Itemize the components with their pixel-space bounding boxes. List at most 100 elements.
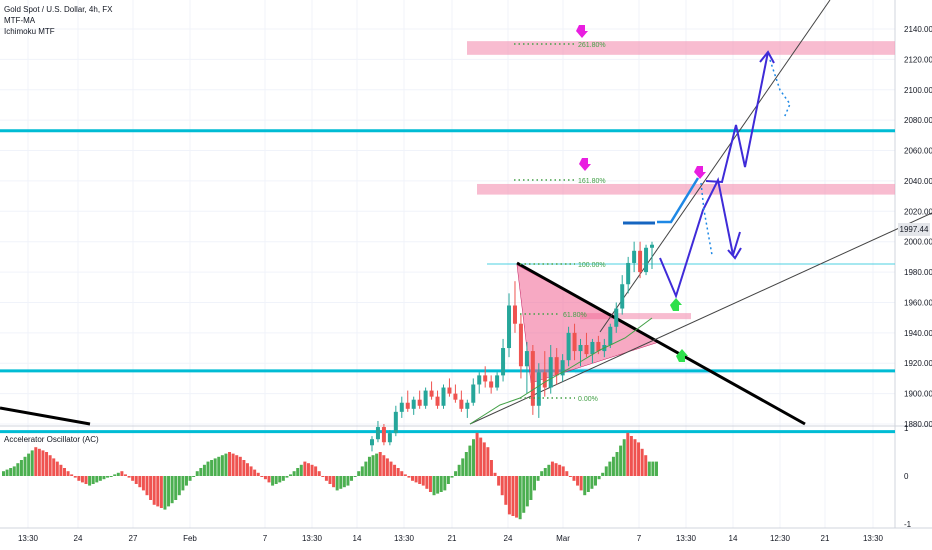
oscillator-bar <box>245 463 249 476</box>
oscillator-bar <box>594 476 597 486</box>
oscillator-bar <box>525 476 529 507</box>
candle-body <box>423 390 428 406</box>
candle-body <box>572 332 577 352</box>
fib-label: 0.00% <box>578 396 598 403</box>
candle-body <box>459 399 464 409</box>
oscillator-bar <box>184 476 188 486</box>
oscillator-scale-label: 1 <box>904 424 909 433</box>
oscillator-bar <box>619 445 623 476</box>
oscillator-bar <box>572 476 576 481</box>
oscillator-bar <box>159 476 163 508</box>
arrow-head <box>759 50 775 64</box>
candle-body <box>578 345 583 352</box>
oscillator-bar <box>396 468 400 476</box>
oscillator-pane: 1 0 -1 <box>2 424 912 529</box>
oscillator-bar <box>210 460 214 476</box>
candle-body <box>614 308 619 327</box>
oscillator-bar <box>256 472 260 476</box>
oscillator-bar <box>550 461 554 476</box>
oscillator-bar <box>586 476 590 492</box>
candle-body <box>429 390 434 397</box>
candle-body <box>489 381 494 388</box>
oscillator-bar <box>127 476 131 478</box>
price-tick-label: 2100.00 <box>904 86 932 95</box>
time-tick-label: 21 <box>821 534 830 543</box>
oscillator-bar <box>554 463 558 476</box>
oscillator-bar <box>213 458 217 476</box>
symbol-title[interactable]: Gold Spot / U.S. Dollar, 4h, FX <box>4 5 113 14</box>
indicator-ma-label[interactable]: MTF-MA <box>4 16 36 25</box>
oscillator-bar <box>306 463 310 476</box>
oscillator-bar <box>629 436 633 476</box>
oscillator-bar <box>489 460 493 476</box>
oscillator-bar <box>608 461 612 476</box>
oscillator-bar <box>192 476 196 477</box>
oscillator-bar <box>23 456 27 476</box>
oscillator-bar <box>41 450 45 476</box>
candle-body <box>554 357 559 376</box>
oscillator-bar <box>174 476 178 500</box>
candle-body <box>524 351 529 367</box>
oscillator-bar <box>34 447 38 476</box>
oscillator-bar <box>497 476 501 486</box>
oscillator-bar <box>156 476 160 507</box>
triangle-pattern <box>0 0 932 426</box>
breakout-path <box>657 177 700 224</box>
time-tick-label: 7 <box>263 534 268 543</box>
oscillator-bar <box>145 476 149 496</box>
oscillator-bar <box>335 476 339 491</box>
indicator-ichimoku-label[interactable]: Ichimoku MTF <box>4 27 55 36</box>
oscillator-bar <box>267 476 271 483</box>
oscillator-bar <box>299 464 303 476</box>
oscillator-bar <box>285 476 289 478</box>
oscillator-bar <box>152 476 156 505</box>
oscillator-bar <box>400 471 404 476</box>
oscillator-bar <box>138 476 142 488</box>
candle-body <box>512 305 517 324</box>
candle-body <box>435 396 440 406</box>
oscillator-bar <box>59 464 63 476</box>
oscillator-bar <box>468 445 472 476</box>
oscillator-title[interactable]: Accelerator Oscillator (AC) <box>4 435 99 444</box>
descending-trendline <box>516 261 806 426</box>
oscillator-bar <box>45 452 49 476</box>
oscillator-bar <box>425 476 429 489</box>
oscillator-bar <box>303 461 307 476</box>
oscillator-bar <box>281 476 285 481</box>
signal-down-arrow <box>576 25 588 38</box>
oscillator-bar <box>120 471 124 476</box>
oscillator-bar <box>403 474 407 476</box>
oscillator-bar <box>421 476 425 486</box>
oscillator-bar <box>16 463 20 476</box>
oscillator-bar <box>601 472 605 476</box>
time-tick-label: Feb <box>183 534 197 543</box>
time-tick-label: 7 <box>637 534 642 543</box>
fib-zone <box>580 313 691 320</box>
oscillator-bar <box>106 476 110 478</box>
oscillator-bar <box>202 464 206 476</box>
oscillator-bar <box>479 437 483 476</box>
candle-body <box>393 411 398 434</box>
oscillator-bar <box>80 476 84 483</box>
oscillator-bar <box>296 468 300 476</box>
candle-body <box>381 427 386 443</box>
candle-body <box>387 433 392 443</box>
candle-body <box>447 387 452 394</box>
oscillator-bar <box>597 476 601 480</box>
oscillator-bar <box>274 476 278 484</box>
candle-body <box>548 357 553 388</box>
price-tick-label: 2080.00 <box>904 116 932 125</box>
candle-body <box>370 439 374 446</box>
oscillator-bar <box>604 466 608 476</box>
candle-body <box>620 284 625 309</box>
fib-zone <box>467 41 895 55</box>
oscillator-bar <box>131 476 135 481</box>
oscillator-bar <box>500 476 504 496</box>
candle-body <box>399 402 404 412</box>
oscillator-bar <box>353 476 357 477</box>
oscillator-bar <box>454 471 458 476</box>
oscillator-bar <box>507 476 511 515</box>
ascending-trendline <box>469 212 932 425</box>
time-tick-label: 14 <box>729 534 738 543</box>
